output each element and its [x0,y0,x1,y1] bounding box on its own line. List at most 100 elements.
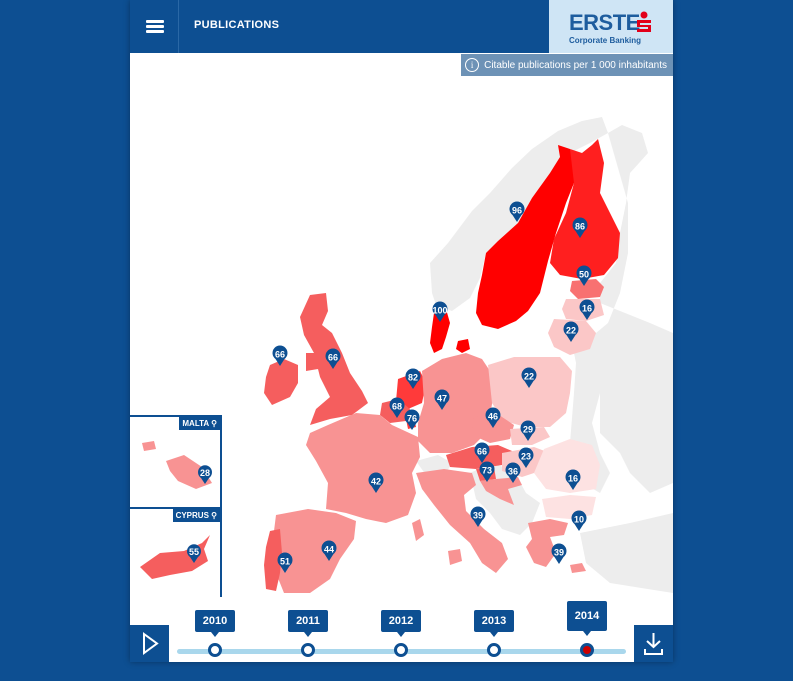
country-bulgaria[interactable] [542,495,596,519]
country-spain[interactable] [274,509,356,593]
malta-label: MALTA ⚲ [179,417,220,430]
download-icon [644,633,663,655]
pin-slovenia[interactable]: 73 [479,461,495,483]
country-estonia[interactable] [570,279,604,299]
header-bar: PUBLICATIONS ERSTE Corporate Banking [130,0,673,53]
pin-austria[interactable]: 66 [474,442,490,464]
country-greece[interactable] [526,519,586,573]
pin-value: 39 [473,511,483,521]
pin-netherlands[interactable]: 82 [405,368,421,390]
cyprus-map: 55 [140,535,210,579]
pin-value: 22 [566,326,576,336]
year-2013[interactable]: 2013 [474,610,514,657]
country-finland[interactable] [550,139,620,279]
pin-italy[interactable]: 39 [470,506,486,528]
menu-icon-line [146,25,164,28]
page-title: PUBLICATIONS [194,19,280,31]
pin-value: 16 [568,474,578,484]
pin-value: 46 [488,412,498,422]
pin-value: 82 [408,373,418,383]
menu-icon-line [146,30,164,33]
pin-estonia[interactable]: 50 [576,265,592,287]
pin-value: 23 [521,452,531,462]
pin-value: 29 [523,425,533,435]
pin-value: 47 [437,394,447,404]
year-2011[interactable]: 2011 [288,610,328,657]
year-label: 2011 [288,610,328,637]
menu-icon [146,20,164,23]
pin-bulgaria[interactable]: 10 [571,510,587,532]
pin-value: 96 [512,206,522,216]
info-icon: i [465,58,480,72]
erste-s-icon [637,11,651,32]
year-2010[interactable]: 2010 [195,610,235,657]
pin-croatia[interactable]: 36 [505,462,521,484]
legend-label: Citable publications per 1 000 inhabitan… [484,59,667,71]
pin-belgium[interactable]: 68 [389,397,405,419]
pin-value: 44 [324,545,334,555]
download-button[interactable] [634,625,673,662]
pin-hungary[interactable]: 23 [518,447,534,469]
country-france[interactable] [306,413,420,523]
pin-value: 16 [582,304,592,314]
region-turkey [580,513,673,593]
pin-poland[interactable]: 22 [521,367,537,389]
year-2014[interactable]: 2014 [567,601,607,657]
year-label: 2013 [474,610,514,637]
legend-info[interactable]: i Citable publications per 1 000 inhabit… [461,54,673,76]
pin-portugal[interactable]: 51 [277,552,293,574]
pin-value: 51 [280,557,290,567]
pin-germany[interactable]: 47 [434,389,450,411]
country-ireland[interactable] [264,359,298,405]
year-label: 2012 [381,610,421,637]
year-marker [487,643,501,657]
pin-greece[interactable]: 39 [551,543,567,565]
year-2012[interactable]: 2012 [381,610,421,657]
search-icon: ⚲ [211,511,217,520]
pin-sweden[interactable]: 96 [509,201,525,223]
pin-value: 86 [575,222,585,232]
pin-czechia[interactable]: 46 [485,407,501,429]
pin-value: 73 [482,466,492,476]
pin-slovakia[interactable]: 29 [520,420,536,442]
app-frame: PUBLICATIONS ERSTE Corporate Banking i C… [130,0,673,662]
pin-finland[interactable]: 86 [572,217,588,239]
region-russia [584,125,673,493]
pin-value: 39 [554,548,564,558]
play-button[interactable] [130,625,169,662]
year-timeline: 2010 2011 2012 2013 2014 [130,597,673,662]
pin-value: 66 [328,353,338,363]
pin-denmark[interactable]: 100 [432,301,448,323]
pin-romania[interactable]: 16 [565,469,581,491]
country-sweden[interactable] [476,145,578,329]
pin-uk[interactable]: 66 [325,348,341,370]
erste-logo: ERSTE Corporate Banking [549,0,673,53]
pin-value: 50 [579,270,589,280]
pin-france[interactable]: 42 [368,472,384,494]
pin-lithuania[interactable]: 22 [563,321,579,343]
country-portugal[interactable] [264,529,282,591]
pin-value: 66 [477,447,487,457]
pin-value: 76 [407,414,417,424]
cyprus-value: 55 [189,547,199,557]
country-croatia[interactable] [480,477,522,505]
malta-inset[interactable]: MALTA ⚲ 28 [130,415,222,509]
country-poland[interactable] [488,357,572,427]
year-label: 2014 [567,601,607,636]
cyprus-inset[interactable]: CYPRUS ⚲ 55 [130,507,222,599]
pin-luxembourg[interactable]: 76 [404,409,420,431]
menu-button[interactable] [130,0,179,53]
pin-ireland[interactable]: 66 [272,345,288,367]
country-romania[interactable] [534,439,600,493]
pin-value: 22 [524,372,534,382]
year-marker [208,643,222,657]
malta-map: 28 [142,441,212,489]
pin-latvia[interactable]: 16 [579,299,595,321]
country-italy[interactable] [412,469,508,573]
pin-value: 42 [371,477,381,487]
year-marker [301,643,315,657]
pin-spain[interactable]: 44 [321,540,337,562]
pin-value: 100 [432,306,447,316]
